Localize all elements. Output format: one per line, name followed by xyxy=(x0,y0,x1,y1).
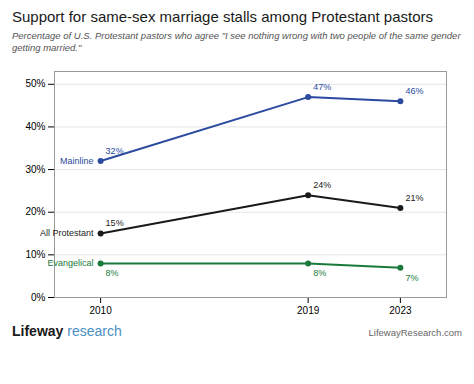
html-text:Support for same-sex marriage: Support for same-sex marriage stalls amo… xyxy=(12,8,433,25)
svg-text:24%: 24% xyxy=(313,180,331,190)
svg-text:21%: 21% xyxy=(405,193,423,203)
svg-text:0%: 0% xyxy=(31,291,46,302)
svg-text:2019: 2019 xyxy=(297,304,320,315)
svg-text:Mainline: Mainline xyxy=(60,156,94,166)
svg-text:Evangelical: Evangelical xyxy=(48,258,94,268)
html-text:Lifeway research: Lifeway research xyxy=(12,322,122,339)
svg-text:30%: 30% xyxy=(25,163,45,174)
svg-text:8%: 8% xyxy=(313,268,326,278)
svg-text:15%: 15% xyxy=(106,218,124,228)
svg-text:32%: 32% xyxy=(106,146,124,156)
svg-text:10%: 10% xyxy=(25,249,45,260)
svg-text:8%: 8% xyxy=(106,268,119,278)
svg-text:50%: 50% xyxy=(25,78,45,89)
svg-text:2010: 2010 xyxy=(89,304,112,315)
svg-text:All Protestant: All Protestant xyxy=(40,228,94,238)
svg-text:2023: 2023 xyxy=(389,304,412,315)
html-text:LifewayResearch.com: LifewayResearch.com xyxy=(368,326,462,338)
svg-text:40%: 40% xyxy=(25,121,45,132)
svg-text:46%: 46% xyxy=(405,86,423,96)
svg-text:7%: 7% xyxy=(405,272,418,282)
svg-text:47%: 47% xyxy=(313,82,331,92)
html-text:Percentage of U.S. Protestant: Percentage of U.S. Protestant pastors wh… xyxy=(12,30,461,54)
svg-text:20%: 20% xyxy=(25,206,45,217)
